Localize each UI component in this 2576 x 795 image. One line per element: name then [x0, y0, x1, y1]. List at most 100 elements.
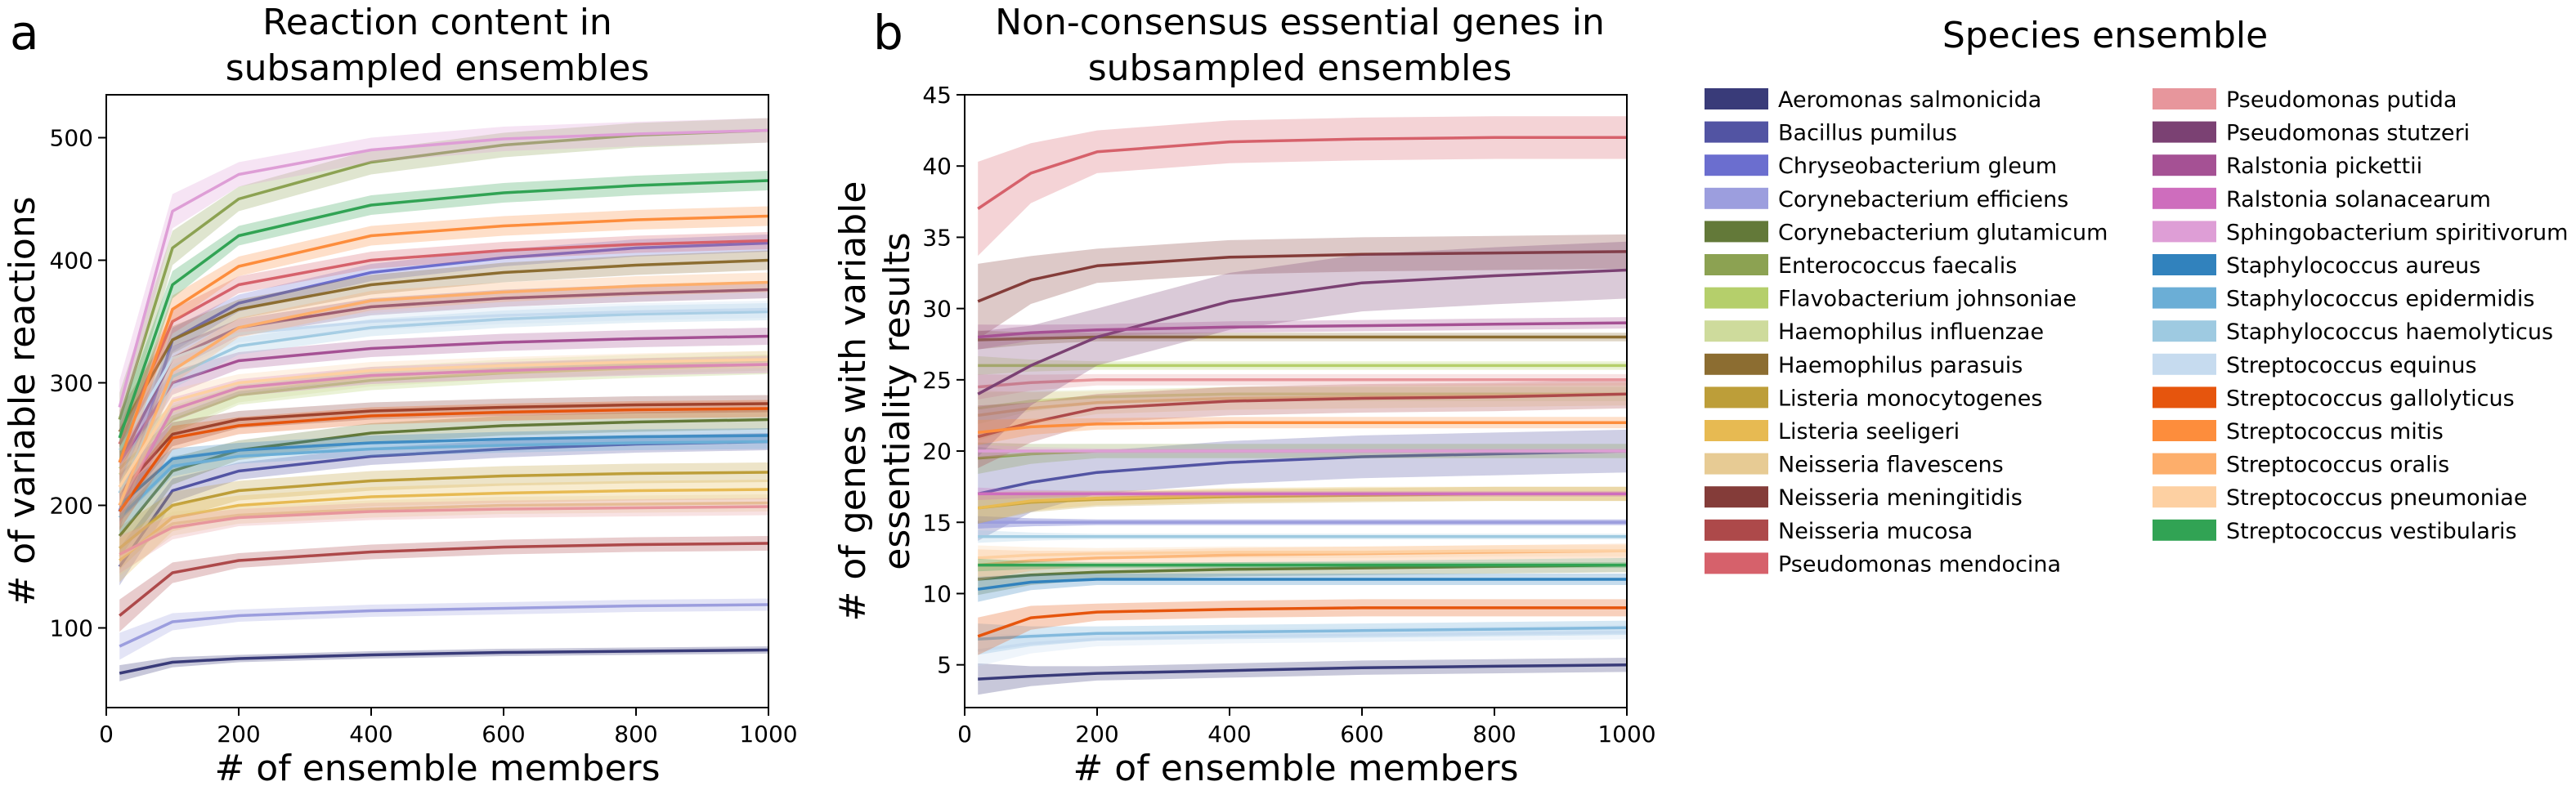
legend-item: Streptococcus vestibularis [2153, 519, 2517, 544]
legend-label: Corynebacterium glutamicum [1778, 220, 2108, 245]
series-line [119, 542, 768, 617]
axes-frame [964, 94, 1628, 708]
series-line [978, 549, 1627, 567]
y-tick-label: 15 [922, 509, 952, 536]
y-tick-label: 5 [937, 652, 952, 679]
series-line [978, 335, 1627, 342]
legend-swatch [2153, 221, 2216, 243]
legend-item: Staphylococcus epidermidis [2153, 287, 2534, 312]
legend-item: Listeria monocytogenes [1705, 386, 2042, 411]
series-line [978, 626, 1627, 641]
legend-swatch [2153, 254, 2216, 275]
series-band [119, 434, 768, 534]
legend-swatch [1705, 453, 1768, 475]
legend-label: Streptococcus vestibularis [2226, 519, 2517, 544]
plot-area [118, 118, 768, 681]
series-line [119, 603, 768, 648]
legend-swatch [1705, 353, 1768, 375]
series-line [118, 239, 768, 445]
legend-label: Pseudomonas mendocina [1778, 552, 2061, 577]
legend-swatch [1705, 320, 1768, 342]
series-line [119, 471, 768, 550]
series-line [977, 630, 1627, 652]
legend-item: Bacillus pumilus [1705, 121, 1957, 146]
panel-letter: a [10, 5, 39, 60]
legend-item: Staphylococcus aureus [2153, 253, 2480, 279]
legend-swatch [1705, 187, 1768, 209]
series-band [119, 462, 768, 570]
series-line [978, 663, 1627, 681]
series-band [119, 428, 768, 522]
legend-label: Corynebacterium efficiens [1778, 187, 2068, 212]
legend-label: Flavobacterium johnsoniae [1778, 287, 2076, 312]
series-line [118, 128, 768, 408]
x-axis-label: # of ensemble members [1073, 748, 1518, 789]
x-tick-label: 0 [99, 721, 114, 748]
legend-swatch [2153, 386, 2216, 409]
legend-swatch [1705, 121, 1768, 143]
series-line [118, 307, 768, 451]
legend-swatch [2153, 420, 2216, 441]
series-line [118, 280, 768, 507]
legend-item: Neisseria meningitidis [1705, 485, 2023, 511]
legend-item: Corynebacterium efficiens [1705, 187, 2068, 212]
legend-item: Haemophilus parasuis [1705, 353, 2023, 378]
series-band [119, 328, 768, 482]
legend-label: Streptococcus mitis [2226, 419, 2444, 444]
legend-label: Streptococcus pneumoniae [2226, 485, 2527, 511]
legend-item: Corynebacterium glutamicum [1705, 220, 2108, 245]
series-line [118, 358, 768, 488]
panel-b: b Non-consensus essential genes insubsamp… [832, 2, 1656, 789]
series-band [978, 574, 1627, 602]
series-line [118, 402, 768, 494]
y-tick-label: 20 [922, 438, 952, 465]
series-band [119, 395, 768, 512]
series-band [119, 351, 768, 507]
legend-swatch [1705, 420, 1768, 441]
series-band [978, 379, 1627, 468]
legend-item: Pseudomonas mendocina [1705, 552, 2061, 577]
legend-item: Pseudomonas stutzeri [2153, 121, 2470, 146]
series-band [119, 480, 768, 583]
legend-item: Neisseria mucosa [1705, 519, 1973, 544]
legend-item: Streptococcus oralis [2153, 453, 2449, 478]
axes-frame [105, 94, 769, 708]
legend-item: Haemophilus influenzae [1705, 319, 2044, 345]
y-tick-label: 100 [50, 615, 93, 642]
series-line [118, 179, 768, 439]
panel-letter: b [873, 5, 903, 60]
y-tick-label: 30 [922, 296, 952, 323]
legend-item: Neisseria flavescens [1705, 453, 2004, 478]
y-axis-label: # of variable reactions [2, 196, 43, 605]
legend-label: Haemophilus parasuis [1778, 353, 2023, 378]
series-band [978, 116, 1627, 257]
series-band [119, 301, 768, 470]
y-tick-label: 500 [50, 125, 93, 152]
chart-title: subsampled ensembles [1088, 47, 1512, 89]
y-tick-label: 10 [922, 580, 952, 607]
legend-item: Ralstonia solanacearum [2153, 187, 2491, 212]
series-line [978, 378, 1627, 389]
legend-swatch [1705, 552, 1768, 574]
series-line [977, 268, 1627, 395]
legend-item: Streptococcus mitis [2153, 419, 2444, 444]
legend-item: Listeria seeligeri [1705, 419, 1960, 444]
series-line [118, 363, 768, 507]
legend-label: Streptococcus equinus [2226, 353, 2477, 378]
legend-label: Pseudomonas putida [2226, 87, 2457, 113]
series-line [119, 501, 768, 558]
legend-item: Aeromonas salmonicida [1705, 87, 2041, 113]
legend-label: Haemophilus influenzae [1778, 319, 2044, 345]
series-line [118, 407, 768, 513]
series-band [978, 658, 1627, 695]
legend-label: Sphingobacterium spiritivorum [2226, 220, 2568, 245]
legend-label: Bacillus pumilus [1778, 121, 1957, 146]
chart-title: subsampled ensembles [226, 47, 650, 89]
x-tick-label: 1000 [1597, 721, 1655, 748]
series-line [977, 449, 1627, 496]
legend-item: Ralstonia pickettii [2153, 154, 2422, 179]
series-line [977, 606, 1627, 638]
series-line [119, 505, 768, 556]
x-tick-label: 200 [217, 721, 260, 748]
x-tick-label: 200 [1075, 721, 1118, 748]
